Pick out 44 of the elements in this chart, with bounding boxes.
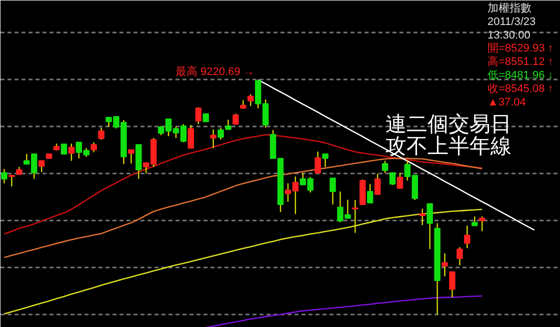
text: 最高 9220.69 → xyxy=(175,64,254,78)
candlestick xyxy=(60,144,68,154)
candlestick xyxy=(360,178,366,206)
candlestick xyxy=(8,174,15,187)
candlestick xyxy=(449,271,456,298)
annotation: 收=8545.08 ↑ xyxy=(488,82,554,95)
candlestick xyxy=(396,172,404,189)
candlestick xyxy=(218,127,224,140)
annotation: ▲37.04 xyxy=(488,96,526,108)
candlestick xyxy=(314,151,321,174)
candlestick xyxy=(322,153,328,168)
candlestick xyxy=(188,124,194,149)
candlestick xyxy=(232,113,239,125)
text: 13:30:00 xyxy=(488,29,530,42)
candlestick xyxy=(426,203,433,250)
candlestick xyxy=(210,128,216,149)
candlestick xyxy=(382,160,388,174)
candlestick xyxy=(68,143,75,162)
candlestick xyxy=(389,172,396,186)
candlestick xyxy=(366,183,374,204)
candlestick xyxy=(442,252,448,277)
candlestick xyxy=(248,94,254,107)
candlestick xyxy=(374,173,381,195)
text: 開=8529.93 ↑ xyxy=(488,42,554,55)
candlestick xyxy=(98,127,104,140)
annotation: 連二個交易日 xyxy=(386,113,512,136)
candlestick xyxy=(472,216,478,226)
candlestick xyxy=(456,246,463,266)
annotation: 攻不上半年線 xyxy=(386,135,512,158)
annotation: 低=8481.96 ↓ xyxy=(488,70,554,82)
candlestick xyxy=(478,216,486,232)
candlestick xyxy=(1,168,8,184)
candlestick xyxy=(464,224,470,249)
candlestick xyxy=(90,142,97,153)
text: 加權指數 xyxy=(488,2,532,14)
candlestick xyxy=(352,199,358,234)
text: 高=8551.12 ↑ xyxy=(488,55,554,68)
text: 2011/3/23 xyxy=(488,16,536,28)
candlestick xyxy=(38,160,45,173)
candlestick xyxy=(195,106,202,125)
candlestick xyxy=(330,178,336,206)
candlestick xyxy=(128,149,134,164)
candlestick xyxy=(225,119,232,130)
candlestick xyxy=(419,208,426,226)
